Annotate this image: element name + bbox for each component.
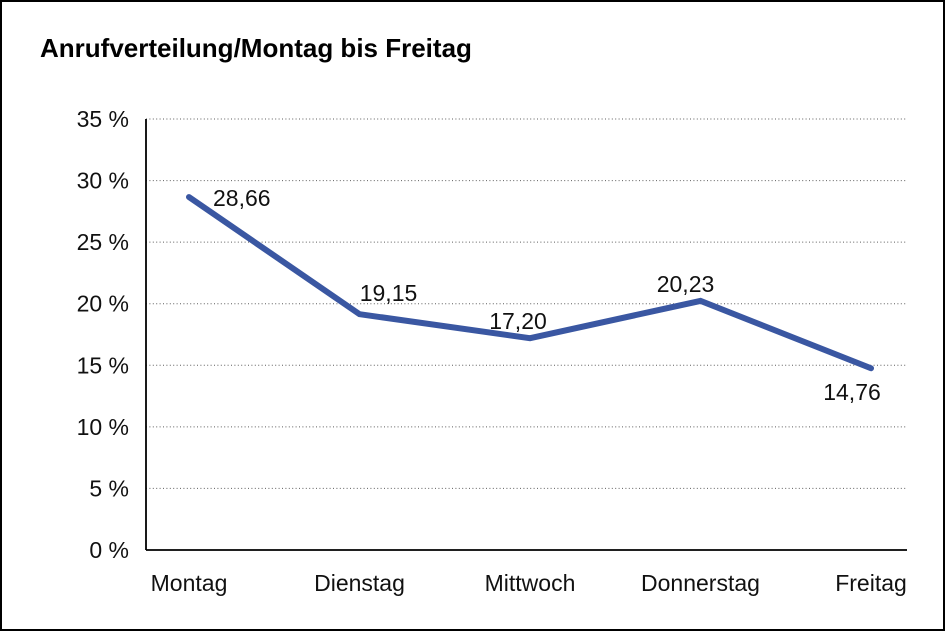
data-point-label: 17,20 [489,308,547,334]
x-category-label: Donnerstag [641,570,760,596]
y-tick-label: 30 % [77,168,129,194]
y-tick-label: 25 % [77,229,129,255]
y-tick-label: 20 % [77,291,129,317]
x-category-label: Montag [151,570,228,596]
x-category-label: Dienstag [314,570,405,596]
data-point-label: 28,66 [213,185,271,211]
data-point-label: 14,76 [823,379,881,405]
y-tick-label: 15 % [77,352,129,378]
x-category-label: Mittwoch [485,570,576,596]
data-point-label: 20,23 [657,271,715,297]
chart-title: Anrufverteilung/Montag bis Freitag [40,33,472,63]
y-tick-label: 10 % [77,414,129,440]
data-point-label: 19,15 [360,280,418,306]
y-tick-label: 35 % [77,106,129,132]
y-tick-label: 5 % [89,475,129,501]
y-tick-label: 0 % [89,537,129,563]
x-category-label: Freitag [835,570,907,596]
data-line [186,194,874,372]
